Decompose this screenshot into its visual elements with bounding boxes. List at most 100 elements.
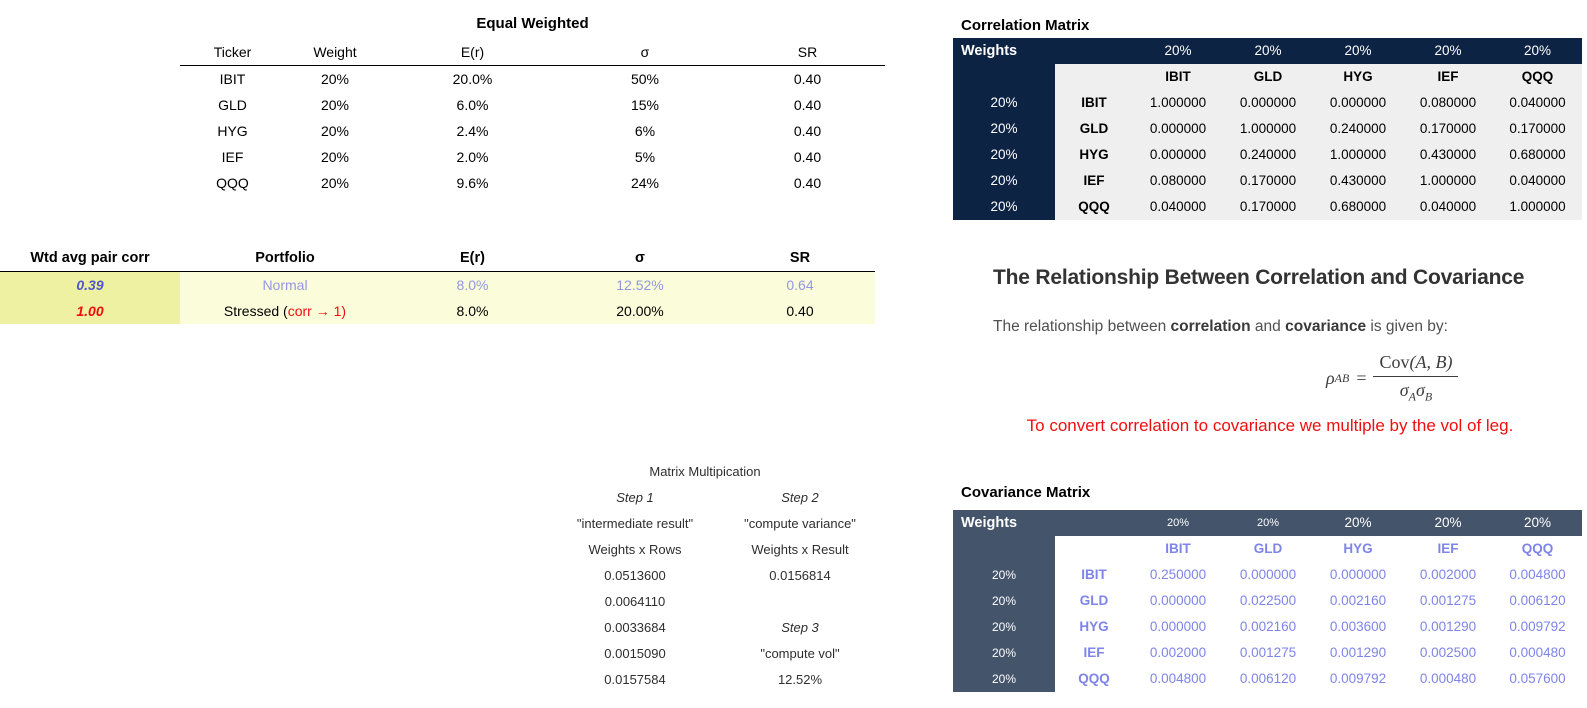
empty-cell[interactable] (730, 589, 870, 615)
row-ticker-cell[interactable]: IEF (1055, 168, 1133, 194)
empty-cell[interactable] (1055, 510, 1133, 536)
er-cell[interactable]: 2.4% (456, 123, 489, 139)
cov-value-cell[interactable]: 0.002000 (1133, 640, 1223, 666)
row-weight-cell[interactable]: 20% (953, 116, 1055, 142)
row-ticker-cell[interactable]: GLD (1055, 116, 1133, 142)
header-sigma[interactable]: σ (635, 250, 645, 266)
cov-value-cell[interactable]: 0.001290 (1313, 640, 1403, 666)
cov-value-cell[interactable]: 0.001290 (1403, 614, 1493, 640)
weight-cell[interactable]: 20% (320, 123, 350, 139)
cov-value-cell[interactable]: 0.002160 (1223, 614, 1313, 640)
sr-cell[interactable]: 0.40 (793, 123, 822, 139)
row-weight-cell[interactable]: 20% (953, 640, 1055, 666)
step1-value[interactable]: 0.0064110 (604, 594, 666, 609)
step2-value[interactable]: 0.0156814 (769, 568, 831, 583)
corr-value-cell[interactable]: 0.000000 (1133, 142, 1223, 168)
corr-value-cell[interactable]: 1.000000 (1493, 194, 1582, 220)
cov-value-cell[interactable]: 0.004800 (1133, 666, 1223, 692)
cov-value-cell[interactable]: 0.250000 (1133, 562, 1223, 588)
col-ticker-cell[interactable]: HYG (1313, 536, 1403, 562)
correlation-matrix-title[interactable]: Correlation Matrix (961, 17, 1090, 34)
step3-label[interactable]: Step 3 (781, 620, 819, 635)
cov-value-cell[interactable]: 0.006120 (1493, 588, 1582, 614)
ticker-cell[interactable]: IEF (221, 149, 244, 165)
corr-value-cell[interactable]: 0.000000 (1133, 116, 1223, 142)
empty-cell[interactable] (953, 64, 1055, 90)
corr-value-cell[interactable]: 0.430000 (1313, 168, 1403, 194)
corr-value-cell[interactable]: 1.000000 (1313, 142, 1403, 168)
cov-value-cell[interactable]: 0.002160 (1313, 588, 1403, 614)
sigma-cell[interactable]: 20.00% (555, 298, 725, 324)
col-weight-cell[interactable]: 20% (1403, 510, 1493, 536)
cov-value-cell[interactable]: 0.022500 (1223, 588, 1313, 614)
ticker-cell[interactable]: QQQ (216, 175, 249, 191)
corr-value-cell[interactable]: 0.170000 (1493, 116, 1582, 142)
cov-value-cell[interactable]: 0.000000 (1313, 562, 1403, 588)
corr-value-cell[interactable]: 1.000000 (1133, 90, 1223, 116)
wtd-corr-cell[interactable]: 1.00 (0, 298, 180, 324)
corr-value-cell[interactable]: 0.240000 (1223, 142, 1313, 168)
cov-value-cell[interactable]: 0.003600 (1313, 614, 1403, 640)
col-weight-cell[interactable]: 20% (1493, 510, 1582, 536)
er-cell[interactable]: 20.0% (452, 71, 493, 87)
header-sigma[interactable]: σ (640, 44, 650, 60)
er-cell[interactable]: 2.0% (456, 149, 489, 165)
empty-cell[interactable] (1055, 38, 1133, 64)
row-ticker-cell[interactable]: IBIT (1055, 562, 1133, 588)
corr-value-cell[interactable]: 0.040000 (1403, 194, 1493, 220)
header-weight[interactable]: Weight (313, 44, 357, 60)
col-weight-cell[interactable]: 20% (1313, 38, 1403, 64)
weights-label-cell[interactable]: Weights (953, 38, 1055, 64)
cov-value-cell[interactable]: 0.000000 (1133, 614, 1223, 640)
header-er[interactable]: E(r) (460, 250, 485, 266)
col-ticker-cell[interactable]: IEF (1403, 64, 1493, 90)
empty-cell[interactable] (1055, 64, 1133, 90)
sr-cell[interactable]: 0.40 (793, 149, 822, 165)
row-weight-cell[interactable]: 20% (953, 194, 1055, 220)
header-sr[interactable]: SR (797, 44, 818, 60)
sigma-cell[interactable]: 50% (630, 71, 660, 87)
sr-cell[interactable]: 0.64 (725, 272, 875, 298)
col-ticker-cell[interactable]: IBIT (1133, 64, 1223, 90)
col-weight-cell[interactable]: 20% (1403, 38, 1493, 64)
cov-value-cell[interactable]: 0.000000 (1133, 588, 1223, 614)
weights-label-cell[interactable]: Weights (953, 510, 1055, 536)
cov-value-cell[interactable]: 0.000000 (1223, 562, 1313, 588)
sigma-cell[interactable]: 15% (630, 97, 660, 113)
row-ticker-cell[interactable]: QQQ (1055, 194, 1133, 220)
corr-value-cell[interactable]: 1.000000 (1403, 168, 1493, 194)
corr-value-cell[interactable]: 0.040000 (1133, 194, 1223, 220)
sigma-cell[interactable]: 5% (634, 149, 656, 165)
sr-cell[interactable]: 0.40 (793, 71, 822, 87)
header-ticker[interactable]: Ticker (213, 44, 252, 60)
col-ticker-cell[interactable]: GLD (1223, 536, 1313, 562)
header-wtd-avg-pair-corr[interactable]: Wtd avg pair corr (30, 250, 150, 266)
col-weight-cell[interactable]: 20% (1493, 38, 1582, 64)
cov-value-cell[interactable]: 0.009792 (1313, 666, 1403, 692)
cov-value-cell[interactable]: 0.001275 (1223, 640, 1313, 666)
col-ticker-cell[interactable]: IEF (1403, 536, 1493, 562)
corr-value-cell[interactable]: 0.000000 (1223, 90, 1313, 116)
corr-value-cell[interactable]: 0.430000 (1403, 142, 1493, 168)
row-ticker-cell[interactable]: HYG (1055, 614, 1133, 640)
weight-cell[interactable]: 20% (320, 97, 350, 113)
wtd-corr-cell[interactable]: 0.39 (0, 272, 180, 298)
row-weight-cell[interactable]: 20% (953, 588, 1055, 614)
step1-value[interactable]: 0.0157584 (604, 672, 666, 687)
er-cell[interactable]: 9.6% (456, 175, 489, 191)
cov-value-cell[interactable]: 0.000480 (1493, 640, 1582, 666)
row-ticker-cell[interactable]: IEF (1055, 640, 1133, 666)
corr-value-cell[interactable]: 0.680000 (1493, 142, 1582, 168)
col-weight-cell[interactable]: 20% (1223, 510, 1313, 536)
corr-value-cell[interactable]: 0.170000 (1223, 168, 1313, 194)
er-cell[interactable]: 6.0% (456, 97, 489, 113)
step1-label[interactable]: Step 1 (616, 490, 654, 505)
row-weight-cell[interactable]: 20% (953, 666, 1055, 692)
matrix-multiplication-title[interactable]: Matrix Multipication (649, 464, 761, 479)
corr-value-cell[interactable]: 1.000000 (1223, 116, 1313, 142)
corr-value-cell[interactable]: 0.080000 (1133, 168, 1223, 194)
step3-desc[interactable]: "compute vol" (760, 646, 840, 661)
weight-cell[interactable]: 20% (320, 175, 350, 191)
corr-value-cell[interactable]: 0.680000 (1313, 194, 1403, 220)
sr-cell[interactable]: 0.40 (725, 298, 875, 324)
